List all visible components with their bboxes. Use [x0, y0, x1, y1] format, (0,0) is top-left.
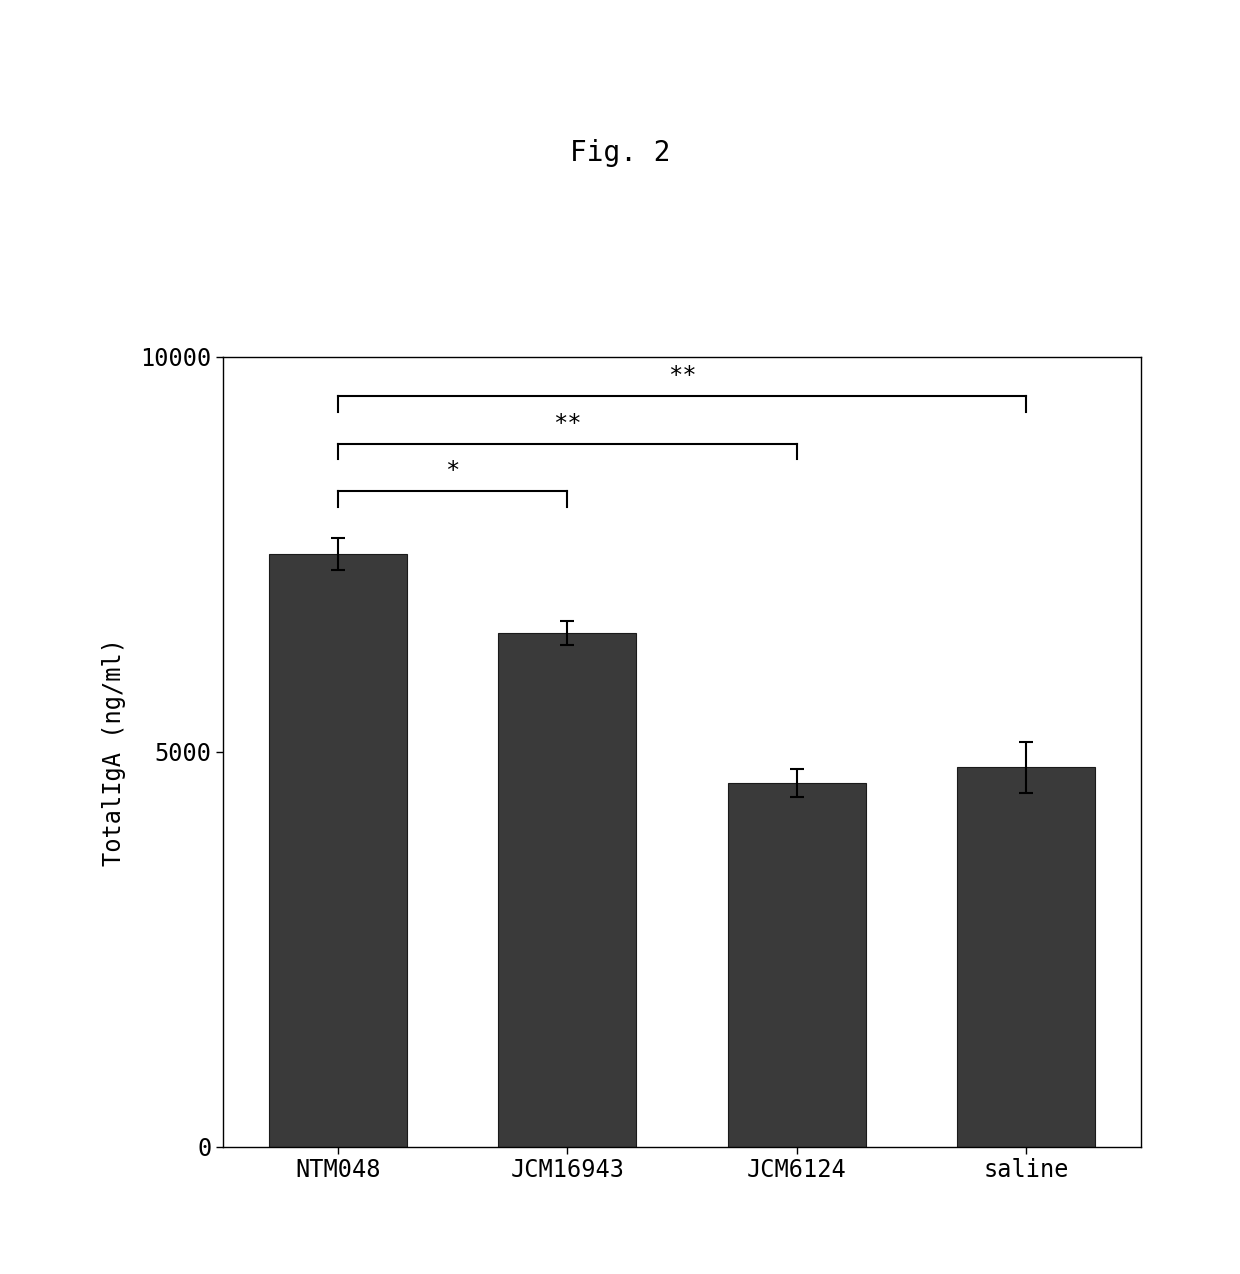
Bar [498, 633, 636, 1147]
Text: **: ** [668, 364, 696, 389]
Text: **: ** [553, 412, 582, 436]
Y-axis label: TotalIgA (ng/ml): TotalIgA (ng/ml) [102, 638, 126, 865]
Text: *: * [445, 459, 460, 483]
Bar [728, 784, 866, 1147]
Text: Fig. 2: Fig. 2 [569, 139, 671, 167]
Bar [957, 767, 1095, 1147]
Bar [269, 554, 407, 1147]
